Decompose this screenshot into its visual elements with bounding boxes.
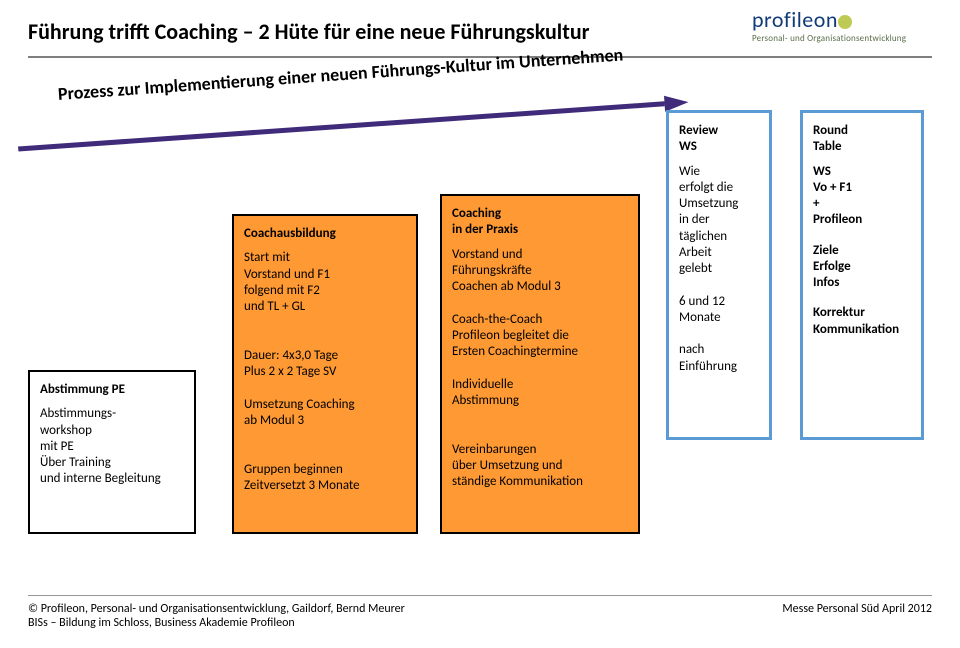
pair-head: ZieleErfolgeInfos (813, 243, 911, 292)
box-line: nach (679, 342, 759, 358)
box-line: und interne Begleitung (40, 471, 184, 487)
box-line: täglichen (679, 229, 759, 245)
box-line: Monate (679, 310, 759, 326)
box-line: 6 und 12 (679, 294, 759, 310)
box-line: Profileon begleitet die (452, 328, 628, 344)
box-line (452, 360, 628, 376)
box-line: Dauer: 4x3,0 Tage (244, 348, 406, 364)
box-line: Plus 2 x 2 Tage SV (244, 364, 406, 380)
box-line: gelebt (679, 261, 759, 277)
box-line: Zeitversetzt 3 Monate (244, 478, 406, 494)
box-line: Start mit (244, 250, 406, 266)
box-line: folgend mit F2 (244, 283, 406, 299)
pair-head: WSVo + F1+Profileon (813, 164, 911, 229)
box-pair: KorrekturKommunikation (813, 305, 911, 338)
logo-word: profileon (752, 6, 838, 33)
box-line: Abstimmungs- (40, 406, 184, 422)
box-title: Coachingin der Praxis (452, 206, 628, 239)
logo-text: profileon (752, 6, 932, 33)
logo-subline: Personal- und Organisationsentwicklung (752, 33, 932, 44)
box-line (244, 315, 406, 331)
box-line (452, 295, 628, 311)
box-title: ReviewWS (679, 123, 759, 156)
box-line: über Umsetzung und (452, 458, 628, 474)
box-body: Start mitVorstand und F1folgend mit F2un… (244, 250, 406, 494)
arrow-caption: Prozess zur Implementierung einer neuen … (57, 40, 667, 104)
box-line: Coach-the-Coach (452, 312, 628, 328)
box-line: Umsetzung Coaching (244, 397, 406, 413)
arrow-line-icon (18, 93, 689, 154)
box-line: Vereinbarungen (452, 442, 628, 458)
box-pair: ZieleErfolgeInfos (813, 243, 911, 292)
box-line: Einführung (679, 359, 759, 375)
box-line (244, 332, 406, 348)
box-line: workshop (40, 423, 184, 439)
box-line: Umsetzung (679, 196, 759, 212)
box-body: Wie erfolgt dieUmsetzungin dertäglichenA… (679, 164, 759, 375)
footer-left-line1: © Profileon, Personal- und Organisations… (28, 602, 405, 616)
box-title: Coachausbildung (244, 226, 406, 242)
box-line: und TL + GL (244, 299, 406, 315)
box-line: erfolgt die (679, 180, 759, 196)
box-line: Gruppen beginnen (244, 462, 406, 478)
footer-left: © Profileon, Personal- und Organisations… (28, 602, 405, 630)
box-line: Individuelle (452, 377, 628, 393)
box-line (679, 277, 759, 293)
box-title: Abstimmung PE (40, 382, 184, 398)
logo-dot-icon (838, 15, 852, 29)
box-line: in der (679, 212, 759, 228)
footer: © Profileon, Personal- und Organisations… (28, 595, 932, 630)
process-arrow: Prozess zur Implementierung einer neuen … (18, 85, 690, 163)
box-body: Abstimmungs-workshopmit PEÜber Trainingu… (40, 406, 184, 487)
box-line (244, 429, 406, 445)
box-line: Arbeit (679, 245, 759, 261)
page-title: Führung trifft Coaching – 2 Hüte für ein… (28, 18, 589, 45)
box-line: ständige Kommunikation (452, 474, 628, 490)
box-line (679, 326, 759, 342)
box-review: ReviewWS Wie erfolgt dieUmsetzungin dertä… (666, 110, 772, 440)
box-line: Ersten Coachingtermine (452, 344, 628, 360)
box-title: RoundTable (813, 123, 911, 156)
box-abstimmung: Abstimmung PE Abstimmungs-workshopmit PEÜ… (28, 370, 196, 534)
box-line (452, 409, 628, 425)
box-line: Vorstand und (452, 247, 628, 263)
pair-head: KorrekturKommunikation (813, 305, 911, 338)
box-praxis: Coachingin der Praxis Vorstand undFührung… (440, 194, 640, 534)
box-line: Coachen ab Modul 3 (452, 279, 628, 295)
slide: Führung trifft Coaching – 2 Hüte für ein… (0, 0, 960, 648)
box-roundtable: RoundTable WSVo + F1+Profileon ZieleErfolg… (800, 110, 924, 440)
box-body: Vorstand undFührungskräfteCoachen ab Mod… (452, 247, 628, 491)
box-coachausbildung: Coachausbildung Start mitVorstand und F1f… (232, 214, 418, 534)
box-line: Führungskräfte (452, 263, 628, 279)
box-pair: WSVo + F1+Profileon (813, 164, 911, 229)
box-line: Über Training (40, 455, 184, 471)
footer-left-line2: BISs – Bildung im Schloss, Business Akad… (28, 616, 405, 630)
box-line: mit PE (40, 439, 184, 455)
box-line: Abstimmung (452, 393, 628, 409)
box-line: Vorstand und F1 (244, 267, 406, 283)
logo: profileon Personal- und Organisationsent… (752, 6, 932, 52)
box-line (244, 380, 406, 396)
box-line: Wie (679, 164, 759, 180)
box-line (244, 445, 406, 461)
box-line: ab Modul 3 (244, 413, 406, 429)
box-line (452, 425, 628, 441)
footer-right: Messe Personal Süd April 2012 (782, 602, 932, 630)
